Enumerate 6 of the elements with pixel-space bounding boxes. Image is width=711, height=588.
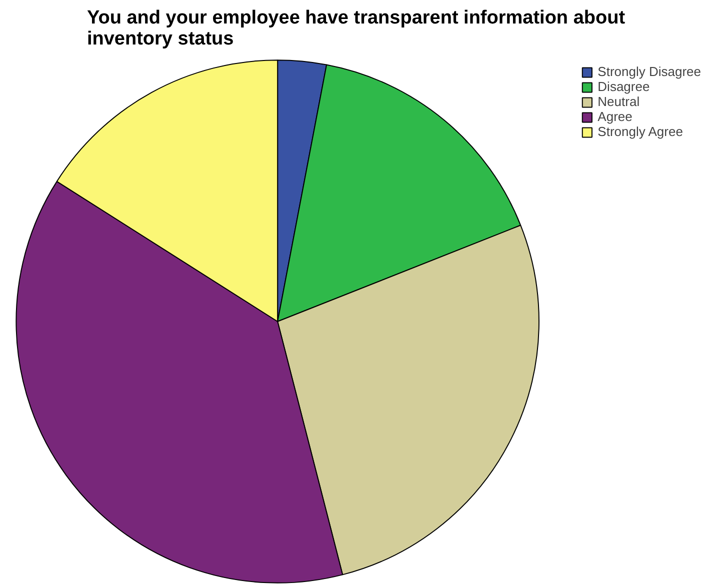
legend-label: Disagree xyxy=(598,79,650,94)
legend-label: Neutral xyxy=(598,94,640,109)
chart-title: You and your employee have transparent information about inventory status xyxy=(86,8,626,50)
legend-label: Strongly Disagree xyxy=(598,64,701,79)
legend-label: Agree xyxy=(598,109,632,124)
legend-label: Strongly Agree xyxy=(598,124,683,139)
